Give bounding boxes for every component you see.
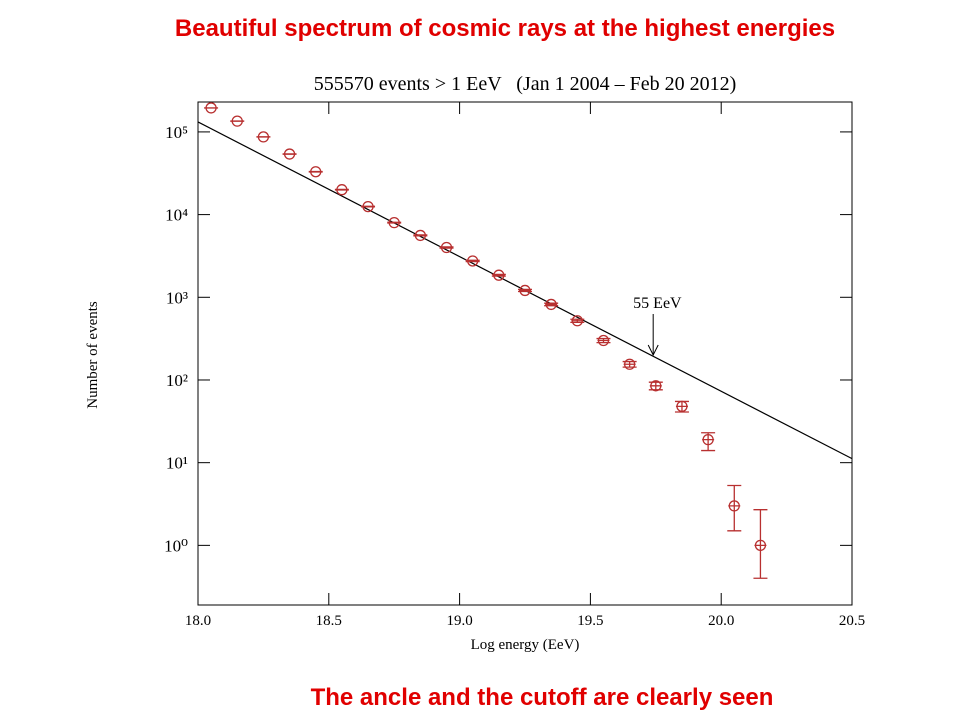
data-point: [440, 241, 453, 254]
data-point: [545, 298, 557, 311]
data-point: [257, 131, 270, 143]
annotation-text: 55 EeV: [633, 295, 682, 312]
data-point: [571, 315, 583, 327]
error-bar: [596, 337, 611, 344]
error-bar: [361, 205, 376, 208]
data-point: [650, 380, 662, 392]
x-tick-label: 20.0: [708, 613, 734, 629]
data-point: [231, 115, 243, 127]
plot-frame: [197, 101, 853, 606]
data-point: [205, 102, 217, 114]
error-bar: [727, 484, 742, 532]
y-tick-label: 10²: [166, 371, 188, 390]
y-tick-label: 10⁰: [164, 536, 188, 555]
y-tick-label: 10⁴: [165, 206, 188, 225]
x-tick-label: 19.0: [446, 613, 472, 629]
error-bar: [387, 221, 402, 224]
error-bar: [701, 432, 716, 452]
data-point: [493, 269, 505, 281]
data-point: [310, 166, 322, 178]
error-bar: [518, 288, 532, 293]
slide-caption: The ancle and the cutoff are clearly see…: [311, 684, 774, 711]
error-bar: [465, 259, 480, 263]
error-bar: [648, 381, 663, 391]
data-point: [336, 184, 348, 196]
data-point: [728, 500, 740, 512]
error-bar: [544, 302, 559, 307]
error-bar: [439, 246, 454, 249]
slide-title: Beautiful spectrum of cosmic rays at the…: [175, 15, 835, 42]
error-bar: [413, 234, 428, 237]
x-axis-label: Log energy (EeV): [471, 637, 580, 653]
data-point: [754, 539, 767, 552]
chart-title: 555570 events > 1 EeV (Jan 1 2004 – Feb …: [314, 73, 737, 95]
data-point: [388, 216, 400, 229]
error-bar: [570, 318, 585, 324]
data-point: [414, 229, 427, 242]
data-point: [519, 284, 531, 297]
y-tick-label: 10⁵: [165, 123, 188, 142]
x-tick-label: 20.5: [839, 613, 865, 629]
data-point: [362, 200, 374, 213]
x-tick-label: 18.0: [185, 613, 211, 629]
data-point: [597, 334, 610, 347]
data-point: [623, 358, 636, 370]
annotation-arrowhead: [647, 344, 659, 357]
y-axis-label: Number of events: [85, 301, 101, 409]
data-point: [283, 148, 296, 160]
x-tick-label: 18.5: [316, 613, 342, 629]
error-bar: [753, 509, 768, 579]
data-point: [467, 255, 479, 267]
error-bar: [334, 188, 349, 191]
error-bar: [491, 273, 506, 277]
error-bar: [622, 360, 637, 368]
data-point: [676, 400, 688, 412]
data-point: [702, 433, 714, 446]
x-tick-label: 19.5: [577, 613, 603, 629]
y-tick-label: 10³: [166, 288, 188, 307]
y-tick-label: 10¹: [166, 454, 188, 473]
